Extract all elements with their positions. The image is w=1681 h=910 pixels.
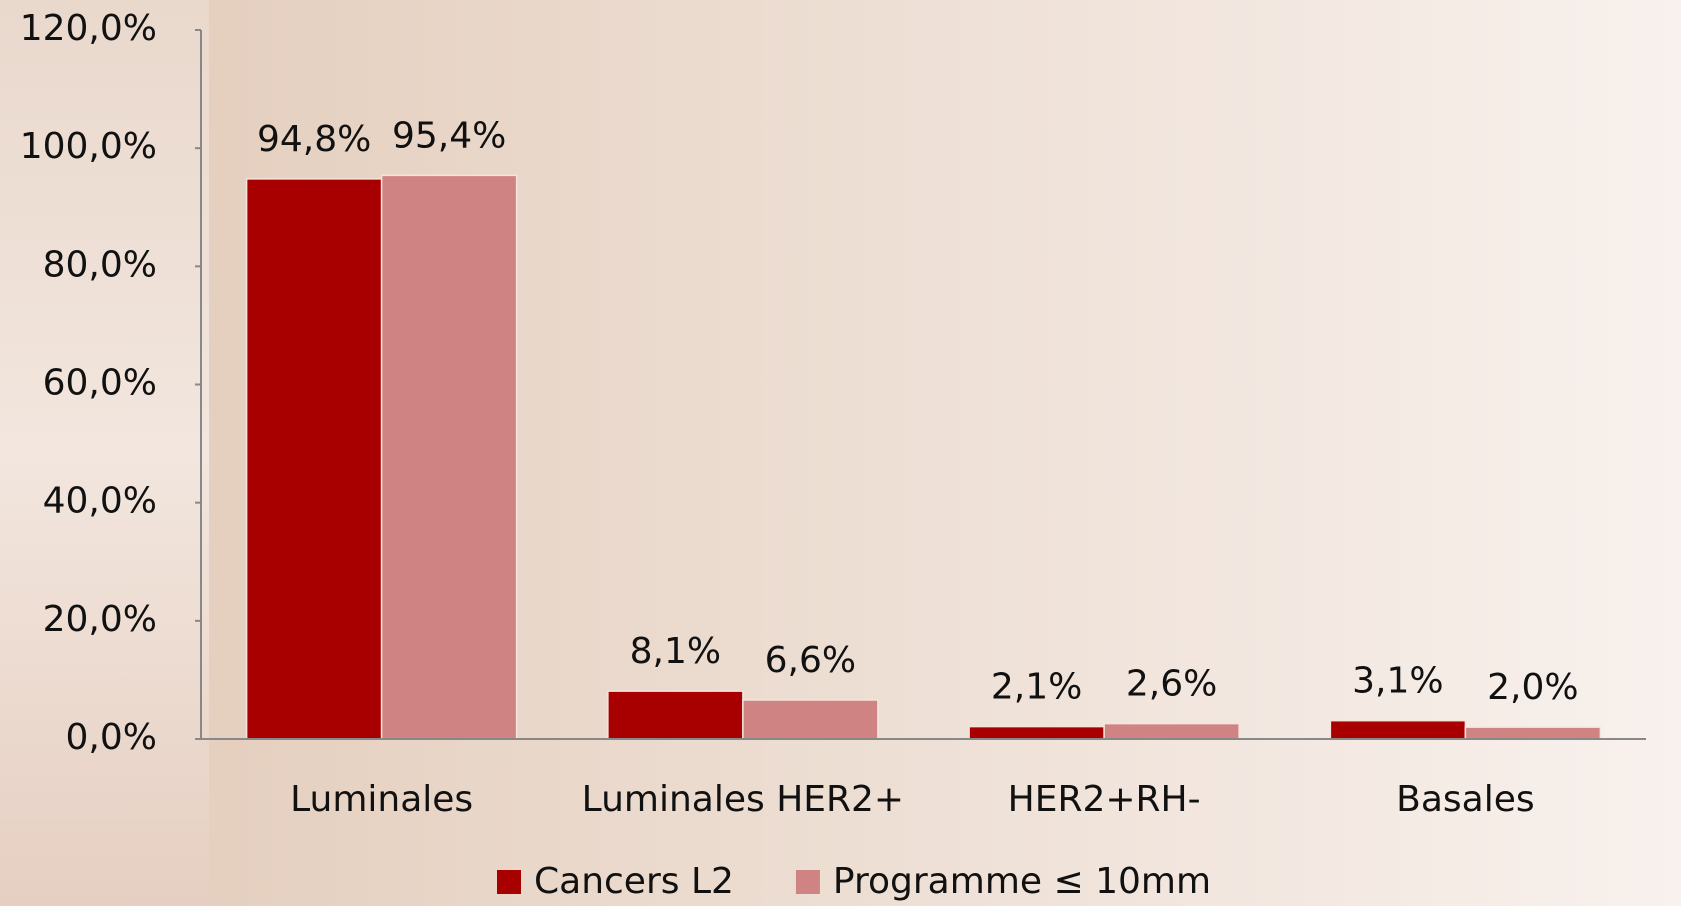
y-tick-label: 60,0% [43, 363, 157, 404]
value-label: 2,1% [991, 667, 1082, 708]
x-tick-label: Basales [1396, 779, 1534, 820]
x-tick-label: HER2+RH- [1008, 779, 1201, 820]
bar [1104, 724, 1239, 739]
bar [382, 175, 517, 739]
value-label: 2,6% [1126, 664, 1217, 705]
y-tick-label: 100,0% [20, 126, 157, 167]
y-tick-label: 80,0% [43, 244, 157, 285]
bar [1330, 721, 1465, 739]
value-label: 8,1% [630, 631, 721, 672]
value-label: 2,0% [1487, 667, 1578, 708]
legend-swatch [796, 870, 820, 894]
bar [1465, 727, 1600, 739]
y-tick-label: 120,0% [20, 8, 157, 49]
y-tick-label: 0,0% [66, 717, 157, 758]
y-tick-label: 40,0% [43, 481, 157, 522]
value-label: 6,6% [765, 640, 856, 681]
legend-swatch [497, 870, 521, 894]
y-tick-label: 20,0% [43, 599, 157, 640]
legend-label: Cancers L2 [534, 861, 734, 902]
value-label: 3,1% [1352, 661, 1443, 702]
bar [247, 179, 382, 739]
bar [743, 700, 878, 739]
legend-label: Programme ≤ 10mm [833, 861, 1211, 902]
bar [969, 727, 1104, 739]
x-tick-label: Luminales HER2+ [582, 779, 904, 820]
x-tick-label: Luminales [290, 779, 473, 820]
chart: 0,0% 20,0% 40,0% 60,0% 80,0% 100,0% 120,0% Lumi… [0, 0, 1681, 906]
value-label: 95,4% [392, 115, 506, 156]
bar [608, 691, 743, 739]
value-label: 94,8% [257, 119, 371, 160]
